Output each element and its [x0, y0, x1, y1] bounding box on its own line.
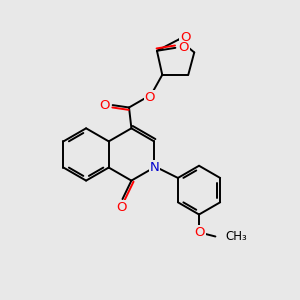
Text: O: O	[145, 91, 155, 103]
Text: N: N	[150, 161, 160, 174]
Text: O: O	[178, 41, 189, 54]
Text: O: O	[99, 99, 110, 112]
Text: O: O	[180, 32, 190, 44]
Text: O: O	[195, 226, 205, 239]
Text: O: O	[117, 201, 127, 214]
Text: CH₃: CH₃	[226, 230, 248, 243]
